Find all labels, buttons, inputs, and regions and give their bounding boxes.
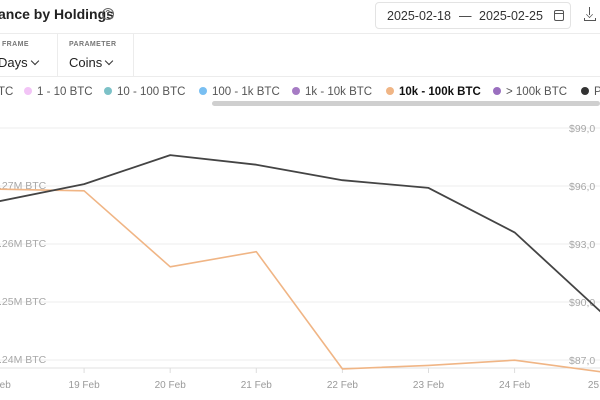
- legend-item[interactable]: P: [581, 86, 600, 98]
- legend-item[interactable]: > 100k BTC: [493, 86, 567, 98]
- parameter-value[interactable]: Coins: [69, 55, 103, 70]
- legend-label[interactable]: > 100k BTC: [506, 86, 568, 98]
- x-tick-label: 24 Feb: [499, 380, 531, 391]
- y-tick-label-right: $87,0: [569, 355, 595, 367]
- x-tick-label: 8 Feb: [0, 380, 11, 391]
- header-divider: [0, 33, 600, 34]
- legend-item[interactable]: 1 - 10 BTC: [24, 86, 93, 98]
- legend-dot-icon: [493, 87, 501, 95]
- time-frame-value[interactable]: Days: [0, 55, 28, 70]
- date-to[interactable]: 2025-02-25: [479, 9, 543, 23]
- legend-label[interactable]: 100 - 1k BTC: [212, 86, 280, 98]
- y-tick-label-left: .26M BTC: [0, 238, 47, 250]
- download-icon[interactable]: [584, 7, 596, 21]
- line-chart: .27M BTC.26M BTC.25M BTC.24M BTC$99,0$96…: [0, 123, 600, 391]
- legend-label[interactable]: 1 - 10 BTC: [37, 86, 93, 98]
- x-tick-label: 23 Feb: [413, 380, 445, 391]
- chart-header: ance by Holdings ? 2025-02-18 — 2025-02-…: [0, 0, 600, 34]
- time-frame-label: FRAME: [2, 41, 29, 48]
- legend-dot-icon: [581, 87, 589, 95]
- parameter-label: PARAMETER: [69, 41, 117, 48]
- page-title: ance by Holdings: [0, 6, 114, 22]
- calendar-icon[interactable]: [554, 10, 564, 21]
- legend-item[interactable]: 100 - 1k BTC: [199, 86, 280, 98]
- control-divider: [57, 34, 58, 76]
- y-tick-label-right: $96,0: [569, 181, 595, 193]
- legend-scrollbar[interactable]: [212, 101, 600, 106]
- legend-item[interactable]: 10 - 100 BTC: [104, 86, 185, 98]
- date-range-picker[interactable]: 2025-02-18 — 2025-02-25: [375, 2, 571, 29]
- y-tick-label-right: $93,0: [569, 239, 595, 251]
- time-frame-select[interactable]: FRAME Days: [0, 34, 56, 76]
- legend-dot-icon: [386, 87, 394, 95]
- x-tick-label: 19 Feb: [69, 380, 101, 391]
- series-line-p: [0, 154, 600, 313]
- chevron-down-icon: [105, 56, 114, 66]
- legend-item[interactable]: 10k - 100k BTC: [386, 86, 481, 98]
- legend-label[interactable]: 1k - 10k BTC: [305, 86, 373, 98]
- x-tick-label: 25 Fe: [588, 380, 600, 391]
- legend-item[interactable]: 1k - 10k BTC: [292, 86, 372, 98]
- help-circle-icon[interactable]: ?: [102, 8, 114, 20]
- y-tick-label-right: $99,0: [569, 123, 595, 135]
- legend-label[interactable]: TC: [0, 86, 14, 98]
- control-divider: [133, 34, 134, 76]
- x-tick-label: 21 Feb: [241, 380, 273, 391]
- legend-dot-icon: [292, 87, 300, 95]
- date-separator: —: [459, 9, 472, 23]
- legend-dot-icon: [24, 87, 32, 95]
- legend-dot-icon: [104, 87, 112, 95]
- x-tick-label: 20 Feb: [155, 380, 187, 391]
- series-line-10k-100k-btc: [0, 188, 600, 373]
- legend-label[interactable]: P: [594, 86, 600, 98]
- chevron-down-icon: [30, 56, 39, 66]
- legend-label[interactable]: 10k - 100k BTC: [399, 86, 481, 98]
- x-tick-label: 22 Feb: [327, 380, 359, 391]
- chart-legend: TC 1 - 10 BTC 10 - 100 BTC 100 - 1k BTC …: [0, 84, 600, 102]
- y-tick-label-left: .25M BTC: [0, 296, 47, 308]
- y-tick-label-left: .24M BTC: [0, 354, 47, 366]
- legend-label[interactable]: 10 - 100 BTC: [117, 86, 186, 98]
- legend-dot-icon: [199, 87, 207, 95]
- date-from[interactable]: 2025-02-18: [387, 9, 451, 23]
- controls-divider: [0, 76, 600, 77]
- parameter-select[interactable]: PARAMETER Coins: [58, 34, 134, 76]
- legend-item[interactable]: TC: [0, 86, 13, 98]
